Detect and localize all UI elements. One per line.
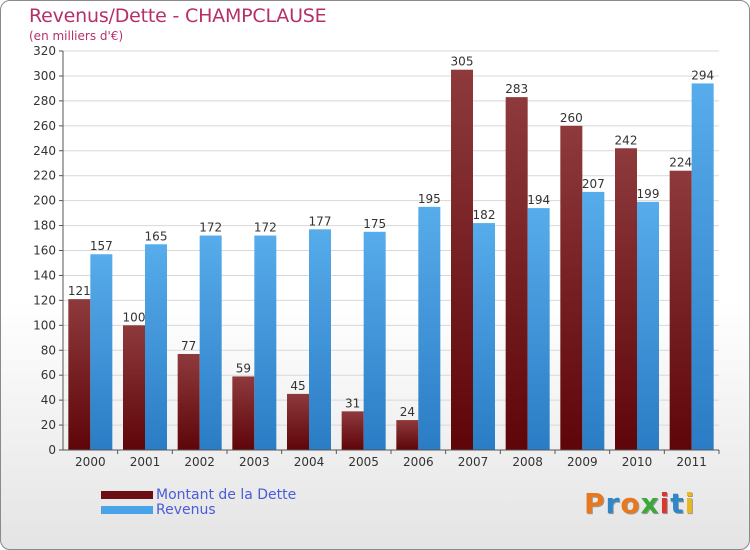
data-label-revenue: 294 (691, 68, 714, 82)
x-tick-label: 2004 (294, 455, 325, 469)
x-tick-label: 2008 (512, 455, 543, 469)
bar-debt-2007 (451, 69, 473, 450)
bar-debt-2002 (177, 353, 200, 450)
data-label-revenue: 199 (637, 187, 660, 201)
bar-debt-2004 (287, 393, 309, 450)
bar-debt-2010 (615, 148, 637, 450)
bar-revenue-2008 (527, 208, 550, 450)
data-label-debt: 24 (400, 405, 415, 419)
data-label-revenue: 195 (418, 192, 441, 206)
legend-label-revenue: Revenus (156, 502, 216, 518)
bar-debt-2005 (341, 411, 364, 450)
bar-revenue-2011 (691, 83, 714, 450)
x-tick-label: 2002 (184, 455, 215, 469)
y-tick-label: 280 (33, 94, 56, 108)
bar-debt-2009 (560, 125, 583, 450)
bar-debt-2001 (123, 325, 145, 450)
logo-letter: t (670, 487, 685, 520)
bar-revenue-2001 (145, 244, 167, 450)
chart-title: Revenus/Dette - CHAMPCLAUSE (29, 5, 327, 27)
bar-debt-2011 (669, 170, 692, 450)
data-label-debt: 260 (560, 111, 583, 125)
y-tick-label: 100 (33, 318, 56, 332)
bar-revenue-2009 (582, 191, 605, 450)
data-label-debt: 59 (236, 361, 251, 375)
bar-revenue-2002 (199, 235, 222, 450)
y-tick-label: 240 (33, 144, 56, 158)
y-tick-label: 160 (33, 244, 56, 258)
bar-revenue-2006 (418, 206, 441, 450)
x-tick-label: 2011 (676, 455, 707, 469)
data-label-debt: 31 (345, 396, 360, 410)
legend-item-revenue: Revenus (101, 503, 216, 517)
x-tick-label: 2006 (403, 455, 434, 469)
bar-revenue-2007 (473, 223, 495, 450)
bar-revenue-2005 (363, 231, 386, 450)
y-tick-label: 120 (33, 293, 56, 307)
bar-revenue-2004 (309, 229, 331, 450)
data-label-debt: 121 (68, 284, 91, 298)
data-label-debt: 100 (123, 310, 146, 324)
y-tick-label: 300 (33, 69, 56, 83)
x-tick-label: 2001 (130, 455, 161, 469)
data-label-debt: 283 (505, 82, 528, 96)
data-label-debt: 45 (290, 379, 305, 393)
bar-debt-2008 (505, 97, 528, 451)
x-tick-label: 2000 (75, 455, 106, 469)
x-tick-label: 2003 (239, 455, 270, 469)
y-tick-label: 20 (41, 418, 56, 432)
bar-revenue-2003 (254, 235, 277, 450)
data-label-debt: 305 (451, 55, 474, 69)
bar-revenue-2010 (637, 201, 659, 450)
bar-revenue-2000 (90, 254, 113, 450)
x-tick-label: 2007 (458, 455, 489, 469)
legend-swatch-revenue (101, 506, 153, 514)
bar-debt-2003 (232, 376, 255, 450)
y-tick-label: 180 (33, 219, 56, 233)
data-label-revenue: 172 (254, 221, 277, 235)
y-tick-label: 0 (48, 443, 56, 457)
legend-item-debt: Montant de la Dette (101, 488, 296, 502)
logo-letter: P (584, 487, 606, 520)
y-tick-label: 260 (33, 119, 56, 133)
x-tick-label: 2010 (622, 455, 653, 469)
bar-debt-2006 (396, 420, 419, 450)
data-label-revenue: 165 (145, 229, 168, 243)
data-label-revenue: 175 (363, 217, 386, 231)
data-label-revenue: 194 (527, 193, 550, 207)
data-label-debt: 77 (181, 339, 196, 353)
y-tick-label: 60 (41, 368, 56, 382)
data-label-debt: 242 (615, 133, 638, 147)
logo-letter: o (620, 487, 641, 520)
y-tick-label: 80 (41, 343, 56, 357)
y-tick-label: 220 (33, 169, 56, 183)
data-label-debt: 224 (669, 156, 692, 170)
logo-letter: r (605, 487, 621, 520)
x-tick-label: 2009 (567, 455, 598, 469)
data-label-revenue: 182 (473, 208, 496, 222)
data-label-revenue: 207 (582, 177, 605, 191)
data-label-revenue: 177 (309, 214, 332, 228)
logo-letter: x (640, 487, 660, 520)
data-label-revenue: 157 (90, 239, 113, 253)
y-tick-label: 140 (33, 268, 56, 282)
legend-label-debt: Montant de la Dette (156, 487, 297, 503)
x-tick-label: 2005 (348, 455, 379, 469)
chart-subtitle: (en milliers d'€) (29, 29, 124, 43)
legend-swatch-debt (101, 491, 153, 499)
data-label-revenue: 172 (199, 221, 222, 235)
y-tick-label: 200 (33, 194, 56, 208)
proxiti-logo: Proxiti (584, 487, 695, 520)
logo-letter: i (659, 487, 671, 520)
y-tick-label: 40 (41, 393, 56, 407)
y-tick-label: 320 (33, 44, 56, 58)
bar-debt-2000 (68, 299, 91, 450)
logo-letter: i (684, 487, 696, 520)
